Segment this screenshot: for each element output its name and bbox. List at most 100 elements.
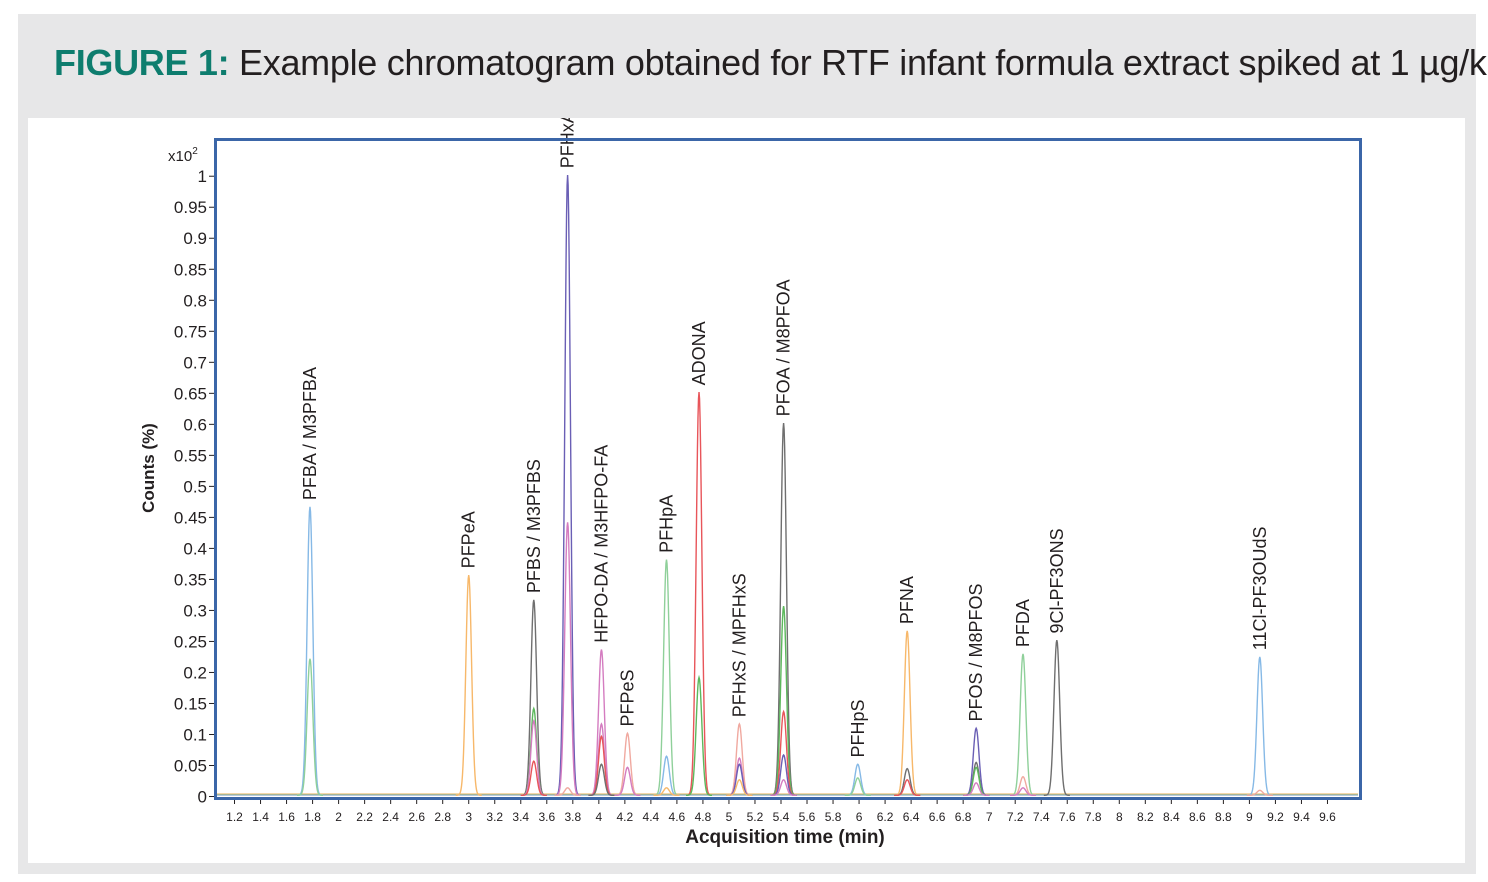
y-tick-label: 0.05 [174,757,207,776]
peak-trace [1043,640,1070,796]
y-tick-label: 0.55 [174,446,207,465]
peak-trace [520,599,547,796]
x-tick-label: 2.6 [408,810,425,824]
y-tick-label: 0.6 [183,415,207,434]
y-tick-label: 0.9 [183,229,207,248]
peak-trace [894,767,921,796]
chart-panel: 0 0.05 0.1 0.15 0.2 0.25 0.3 0.35 0.4 0.45 0.5 0.55… [28,118,1465,863]
y-tick-label: 0.75 [174,322,207,341]
peak-labels: PFBA / M3PFBA PFPeA PFBS / M3PFBS PFHxA / M… [300,118,1270,758]
x-tick-label: 5.4 [773,810,790,824]
y-tick-label: 0.1 [183,725,207,744]
x-tick-label: 1.4 [252,810,269,824]
peak-trace [770,778,797,796]
peak-trace [554,174,581,796]
x-tick-label: 4.4 [643,810,660,824]
peak-trace [844,777,871,796]
x-tick-label: 3 [465,810,472,824]
x-tick-label: 8 [1116,810,1123,824]
peak-label: PFHpS [848,699,868,757]
x-tick-label: 3.2 [486,810,503,824]
y-tick-label: 0.5 [183,477,207,496]
peak-label: PFHxA / MPFHxA [558,118,578,168]
peak-trace [588,722,615,796]
peak-trace [1246,656,1273,796]
x-tick-label: 4 [595,810,602,824]
peak-trace [554,522,581,796]
x-tick-label: 8.2 [1137,810,1154,824]
y-tick-label: 0.45 [174,508,207,527]
peak-trace [296,658,323,796]
peak-label: HFPO-DA / M3HFPO-FA [591,445,611,643]
x-tick-label: 6.2 [877,810,894,824]
x-tick-label: 9.2 [1267,810,1284,824]
peak-label: PFHpA [656,495,676,553]
peak-label: PFOA / M8PFOA [774,279,794,416]
peak-label: ADONA [689,321,709,385]
y-tick-label: 0.25 [174,632,207,651]
peak-trace [520,760,547,796]
y-tick-label: 0.35 [174,570,207,589]
x-tick-label: 8.4 [1163,810,1180,824]
x-tick-label: 9.6 [1319,810,1336,824]
peak-trace [1246,789,1273,796]
baselines [217,793,1358,796]
y-tick-label: 0.65 [174,384,207,403]
y-axis-ticks: 0 0.05 0.1 0.15 0.2 0.25 0.3 0.35 0.4 0.45 0.5 0.55… [174,167,215,807]
peak-trace [844,763,871,796]
x-tick-label: 8.8 [1215,810,1232,824]
peak-trace [588,763,615,796]
x-tick-label: 2.8 [434,810,451,824]
x-tick-label: 3.6 [538,810,555,824]
x-tick-label: 4.2 [617,810,634,824]
peak-trace [1009,787,1037,796]
peak-trace [686,674,713,796]
peak-label: PFOS / M8PFOS [966,583,986,721]
y-tick-label: 0.8 [183,291,207,310]
x-tick-label: 2 [335,810,342,824]
x-tick-label: 7 [986,810,993,824]
y-multiplier: x102 [168,146,198,165]
peak-trace [1009,775,1037,796]
x-tick-label: 7.6 [1059,810,1076,824]
x-tick-label: 4.8 [695,810,712,824]
y-tick-label: 0.85 [174,260,207,279]
peak-trace [653,787,680,796]
x-tick-label: 6 [856,810,863,824]
peak-trace [588,734,615,796]
y-tick-label: 1 [198,167,207,186]
x-tick-label: 9.4 [1293,810,1310,824]
x-tick-label: 4.6 [669,810,686,824]
y-tick-label: 0.2 [183,663,207,682]
y-tick-label: 0.15 [174,694,207,713]
x-tick-label: 2.2 [356,810,373,824]
figure-frame: FIGURE 1: Example chromatogram obtained … [18,14,1488,874]
peak-trace [296,506,324,796]
peak-trace [894,630,921,796]
peak-trace [770,709,797,796]
x-tick-label: 5 [726,810,733,824]
peak-trace [1009,653,1037,796]
peak-trace [963,766,990,796]
x-tick-label: 3.8 [564,810,581,824]
x-tick-label: 9 [1246,810,1253,824]
y-axis-label: Counts (%) [139,423,158,513]
peak-label: 9Cl-PF3ONS [1047,528,1067,633]
x-tick-label: 1.6 [278,810,295,824]
peak-label: 11Cl-PF3OUdS [1250,526,1270,650]
peak-label: PFBA / M3PFBA [300,367,320,500]
peak-trace [770,753,797,796]
peak-label: PFPeA [459,511,479,568]
peak-trace [653,755,680,796]
peak-trace [685,392,713,796]
y-tick-label: 0 [198,788,207,807]
x-tick-label: 1.8 [304,810,321,824]
chromatogram-chart: 0 0.05 0.1 0.15 0.2 0.25 0.3 0.35 0.4 0.45 0.5 0.55… [139,118,1362,848]
peak-label: PFDA [1013,599,1033,647]
peak-trace [554,787,581,796]
y-tick-label: 0.4 [183,539,207,558]
peak-label: PFNA [897,576,917,624]
peak-trace [614,731,641,796]
y-tick-label: 0.3 [183,601,207,620]
peak-label: PFPeS [617,669,637,726]
